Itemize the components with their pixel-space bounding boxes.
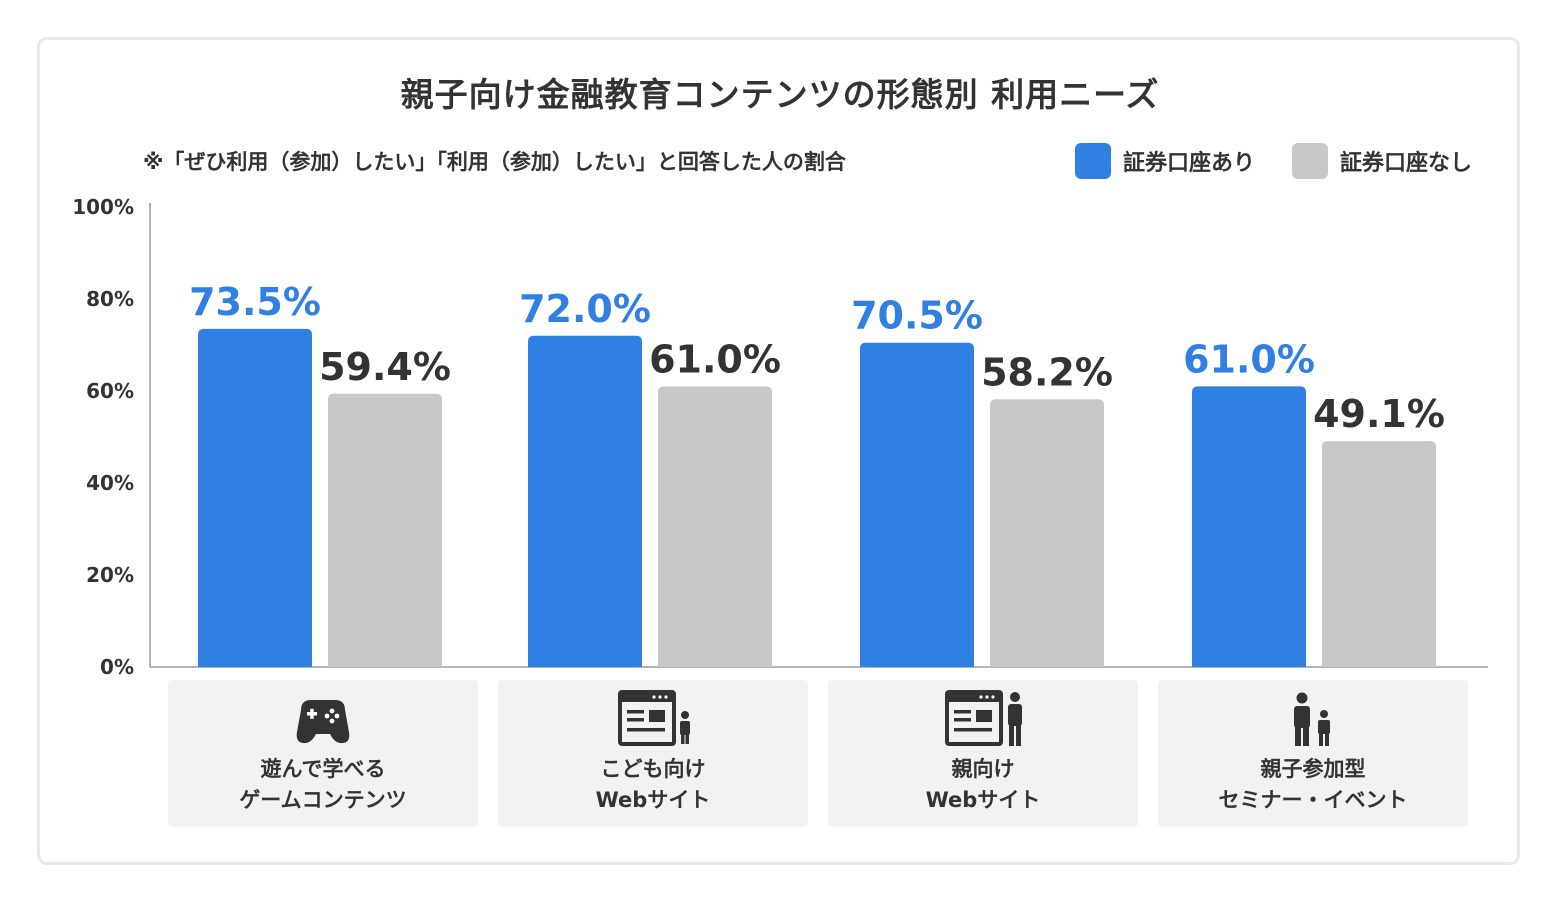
data-label: 49.1% — [1313, 392, 1445, 436]
bar — [1192, 386, 1306, 667]
category-label-game: 遊んで学べる ゲームコンテンツ — [239, 757, 407, 812]
category-label-seminar: 親子参加型 セミナー・イベント — [1218, 757, 1408, 812]
legend-label-without-account: 証券口座なし — [1340, 151, 1473, 176]
legend-item-with-account: 証券口座あり — [1075, 143, 1255, 179]
chart-title: 親子向け金融教育コンテンツの形態別 利用ニーズ — [400, 75, 1160, 114]
data-label: 59.4% — [319, 345, 451, 389]
bar — [328, 393, 442, 667]
y-tick-label: 100% — [72, 195, 134, 219]
category-label-kids-web: こども向け Webサイト — [595, 757, 711, 812]
bar — [1322, 441, 1436, 667]
legend-item-without-account: 証券口座なし — [1292, 143, 1472, 179]
bar — [860, 342, 974, 667]
data-label: 70.5% — [851, 294, 983, 338]
chart-note: ※「ぜひ利用（参加）したい」「利用（参加）したい」と回答した人の割合 — [143, 150, 846, 174]
category-box-kids-web: こども向け Webサイト — [498, 680, 808, 827]
y-tick-label: 40% — [86, 471, 134, 495]
legend-swatch-with-account — [1075, 143, 1111, 179]
y-tick-label: 80% — [86, 287, 134, 311]
data-label: 73.5% — [189, 280, 321, 324]
web-page-with-adult-icon — [945, 690, 1022, 746]
gamepad-icon — [296, 700, 350, 744]
bar — [528, 335, 642, 667]
category-box-seminar: 親子参加型 セミナー・イベント — [1158, 680, 1468, 827]
bar — [658, 386, 772, 667]
bar — [198, 328, 312, 667]
y-tick-label: 0% — [100, 655, 134, 679]
category-box-game: 遊んで学べる ゲームコンテンツ — [168, 680, 478, 827]
y-tick-label: 20% — [86, 563, 134, 587]
y-tick-label: 60% — [86, 379, 134, 403]
data-label: 58.2% — [981, 350, 1113, 394]
parent-and-child-icon — [1294, 692, 1330, 746]
data-label: 61.0% — [1183, 337, 1315, 381]
category-box-parents-web: 親向け Webサイト — [828, 680, 1138, 827]
bar — [990, 399, 1104, 667]
data-label: 61.0% — [649, 337, 781, 381]
data-label: 72.0% — [519, 287, 651, 331]
legend-swatch-without-account — [1292, 143, 1328, 179]
legend-label-with-account: 証券口座あり — [1123, 151, 1256, 176]
category-label-parents-web: 親向け Webサイト — [925, 757, 1041, 812]
web-page-with-child-icon — [618, 690, 690, 746]
